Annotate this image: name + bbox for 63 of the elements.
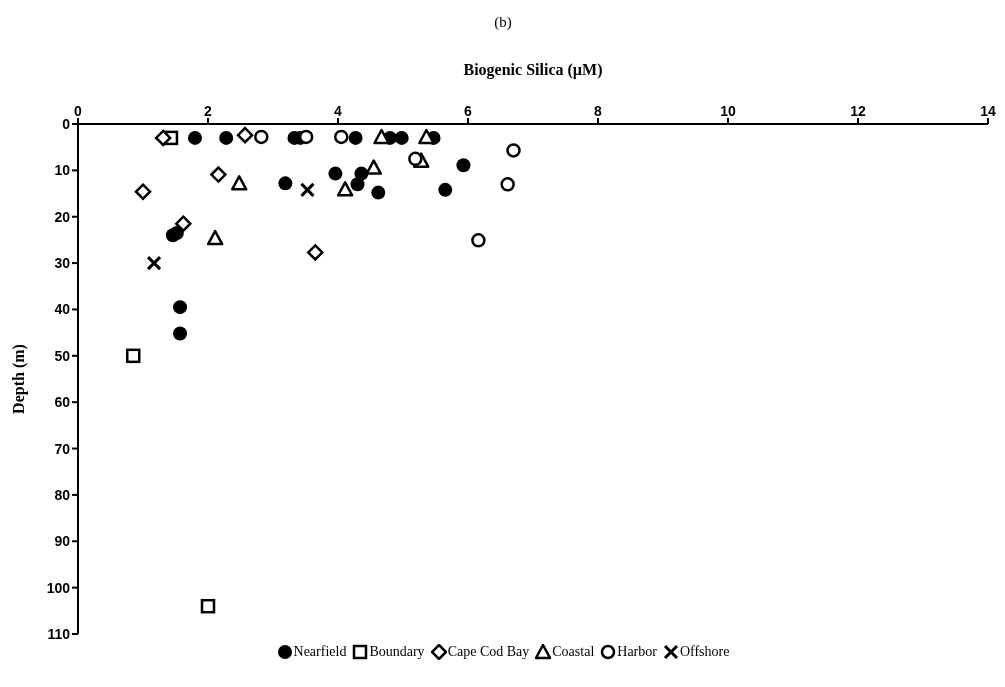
point — [334, 129, 349, 145]
x-tick-label: 14 — [980, 103, 996, 119]
y-tick-label: 70 — [54, 440, 71, 457]
x-tick-label: 8 — [594, 103, 603, 119]
point — [210, 166, 227, 183]
point — [173, 300, 188, 315]
x-tick-label: 12 — [850, 103, 866, 119]
x-tick-label: 6 — [464, 103, 473, 119]
point — [471, 233, 486, 248]
point — [173, 326, 188, 341]
point — [456, 158, 471, 173]
point — [206, 229, 224, 246]
point — [188, 130, 202, 145]
legend-label: Cape Cod Bay — [447, 644, 530, 660]
legend-label: Coastal — [552, 644, 595, 660]
legend-label: Nearfield — [293, 644, 347, 660]
chart-title: (b) — [493, 14, 513, 32]
point — [350, 177, 365, 192]
point — [348, 130, 363, 145]
point — [134, 183, 152, 200]
point — [418, 128, 435, 145]
point — [506, 143, 521, 158]
y-tick-label: 90 — [54, 533, 71, 550]
y-tick-label: 50 — [54, 347, 71, 364]
y-tick-label: 60 — [54, 394, 71, 411]
point — [500, 177, 515, 192]
point — [438, 182, 453, 197]
point — [408, 151, 423, 167]
point — [307, 244, 324, 261]
y-tick-label: 80 — [54, 486, 71, 503]
y-tick-label: 20 — [54, 208, 71, 225]
x-tick-label: 2 — [204, 103, 213, 119]
x-tick-label: 0 — [74, 103, 83, 119]
legend-label: Boundary — [369, 644, 425, 660]
x-axis-title: Biogenic Silica (µM) — [463, 61, 603, 80]
point — [146, 255, 162, 271]
point — [373, 128, 390, 145]
point — [200, 598, 216, 614]
point — [336, 181, 354, 197]
legend-label: Harbor — [617, 644, 657, 660]
point — [365, 159, 382, 175]
point — [371, 185, 386, 200]
point — [299, 182, 315, 198]
point — [126, 348, 141, 364]
point — [219, 130, 234, 145]
point — [254, 129, 269, 145]
point — [394, 130, 409, 145]
point — [175, 215, 192, 232]
point — [278, 176, 293, 191]
y-tick-label: 100 — [46, 579, 71, 596]
y-tick-label: 40 — [54, 301, 71, 318]
point — [236, 126, 254, 144]
x-tick-label: 10 — [720, 103, 736, 119]
x-tick-label: 4 — [334, 103, 343, 119]
y-tick-label: 30 — [54, 255, 71, 272]
y-tick-label: 0 — [62, 115, 71, 132]
y-tick-label: 10 — [54, 162, 71, 179]
legend-label: Offshore — [679, 644, 730, 660]
point — [230, 175, 248, 191]
y-tick-label: 110 — [47, 625, 71, 642]
point — [328, 166, 343, 181]
point — [154, 129, 172, 147]
y-axis-title: Depth (m) — [9, 344, 28, 414]
